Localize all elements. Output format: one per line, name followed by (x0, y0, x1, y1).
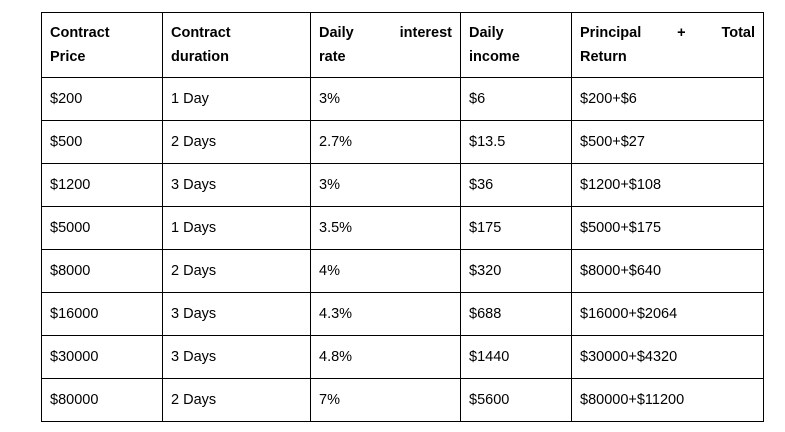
cell-daily-income: $6 (460, 77, 572, 121)
cell-daily-interest-rate: 7% (310, 378, 461, 422)
header-line-1: Daily (469, 25, 504, 41)
cell-principal-total-return: $5000+$175 (571, 206, 764, 250)
cell-principal-total-return: $80000+$11200 (571, 378, 764, 422)
header-principal-total-return: Principal + Total Return (571, 12, 764, 78)
header-contract-price: Contract Price (41, 12, 163, 78)
cell-daily-income: $175 (460, 206, 572, 250)
cell-contract-duration: 2 Days (162, 378, 311, 422)
contract-table: Contract Price Contract duration Daily i… (41, 12, 764, 422)
cell-contract-price: $16000 (41, 292, 163, 336)
cell-contract-price: $30000 (41, 335, 163, 379)
cell-contract-duration: 1 Days (162, 206, 311, 250)
table-row: $200 1 Day 3% $6 $200+$6 (41, 77, 764, 121)
cell-contract-duration: 3 Days (162, 335, 311, 379)
cell-daily-interest-rate: 3.5% (310, 206, 461, 250)
header-line-2: rate (319, 49, 346, 65)
header-word: Principal (580, 25, 642, 41)
header-daily-interest-rate: Daily interest rate (310, 12, 461, 78)
header-contract-duration: Contract duration (162, 12, 311, 78)
table-body: $200 1 Day 3% $6 $200+$6 $500 2 Days 2.7… (41, 77, 764, 422)
cell-daily-interest-rate: 3% (310, 77, 461, 121)
table-header: Contract Price Contract duration Daily i… (41, 12, 764, 78)
cell-principal-total-return: $200+$6 (571, 77, 764, 121)
cell-contract-duration: 2 Days (162, 120, 311, 164)
header-line-1: Principal + Total (580, 21, 755, 45)
table-row: $1200 3 Days 3% $36 $1200+$108 (41, 163, 764, 207)
header-line-1: Contract (50, 25, 110, 41)
cell-contract-price: $1200 (41, 163, 163, 207)
cell-principal-total-return: $16000+$2064 (571, 292, 764, 336)
table-row: $30000 3 Days 4.8% $1440 $30000+$4320 (41, 335, 764, 379)
header-line-1: Contract (171, 25, 231, 41)
cell-daily-income: $13.5 (460, 120, 572, 164)
cell-contract-duration: 3 Days (162, 292, 311, 336)
header-word: Total (721, 25, 755, 41)
cell-daily-income: $320 (460, 249, 572, 293)
cell-daily-interest-rate: 4% (310, 249, 461, 293)
header-line-2: duration (171, 49, 229, 65)
cell-contract-duration: 2 Days (162, 249, 311, 293)
cell-daily-interest-rate: 4.3% (310, 292, 461, 336)
cell-contract-duration: 3 Days (162, 163, 311, 207)
header-line-2: income (469, 49, 520, 65)
cell-daily-income: $36 (460, 163, 572, 207)
cell-principal-total-return: $30000+$4320 (571, 335, 764, 379)
cell-contract-price: $80000 (41, 378, 163, 422)
header-word: Daily (319, 25, 354, 41)
cell-contract-price: $500 (41, 120, 163, 164)
cell-principal-total-return: $1200+$108 (571, 163, 764, 207)
cell-daily-interest-rate: 4.8% (310, 335, 461, 379)
cell-principal-total-return: $8000+$640 (571, 249, 764, 293)
cell-principal-total-return: $500+$27 (571, 120, 764, 164)
cell-daily-interest-rate: 2.7% (310, 120, 461, 164)
cell-daily-income: $5600 (460, 378, 572, 422)
table-row: $5000 1 Days 3.5% $175 $5000+$175 (41, 206, 764, 250)
header-line-1: Daily interest (319, 21, 452, 45)
cell-contract-duration: 1 Day (162, 77, 311, 121)
cell-contract-price: $200 (41, 77, 163, 121)
header-line-2: Return (580, 49, 627, 65)
cell-contract-price: $5000 (41, 206, 163, 250)
cell-daily-interest-rate: 3% (310, 163, 461, 207)
header-word: interest (399, 25, 452, 41)
header-word: + (677, 25, 686, 41)
table-row: $16000 3 Days 4.3% $688 $16000+$2064 (41, 292, 764, 336)
cell-daily-income: $1440 (460, 335, 572, 379)
table-row: $8000 2 Days 4% $320 $8000+$640 (41, 249, 764, 293)
cell-contract-price: $8000 (41, 249, 163, 293)
header-row: Contract Price Contract duration Daily i… (41, 12, 764, 78)
header-daily-income: Daily income (460, 12, 572, 78)
header-line-2: Price (50, 49, 86, 65)
table-row: $500 2 Days 2.7% $13.5 $500+$27 (41, 120, 764, 164)
cell-daily-income: $688 (460, 292, 572, 336)
table-row: $80000 2 Days 7% $5600 $80000+$11200 (41, 378, 764, 422)
